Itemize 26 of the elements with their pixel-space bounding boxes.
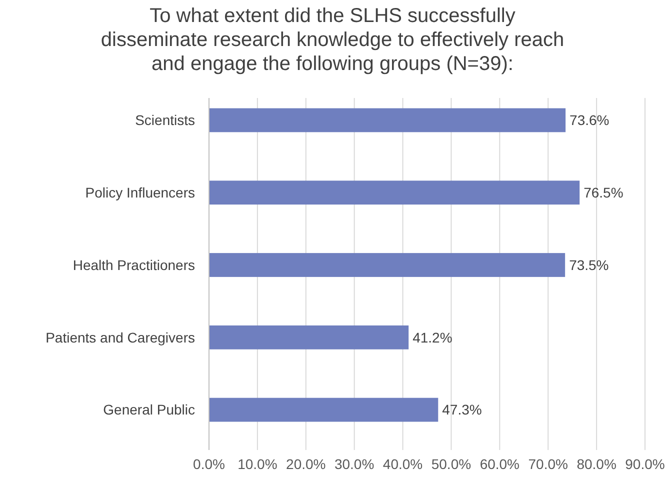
bar (209, 325, 409, 350)
x-tick-label: 70.0% (528, 456, 568, 472)
x-tick-label: 10.0% (238, 456, 278, 472)
x-tick-label: 30.0% (334, 456, 374, 472)
data-label: 73.6% (570, 112, 610, 128)
bar (209, 398, 438, 422)
y-tick-label: General Public (103, 402, 195, 418)
y-tick-label: Patients and Caregivers (46, 329, 195, 346)
x-tick-label: 50.0% (431, 456, 472, 472)
x-tick-label: 40.0% (382, 456, 423, 472)
y-tick-label: Scientists (135, 112, 195, 128)
chart-title: To what extent did the SLHS successfully disseminate research knowledge to effectively reach and engage the following groups (N=39): (100, 5, 564, 75)
x-tick-label: 60.0% (480, 456, 520, 472)
y-tick-label: Policy Influencers (85, 184, 195, 200)
data-label: 73.5% (569, 256, 609, 273)
data-label: 47.3% (442, 402, 482, 418)
bar (209, 108, 566, 132)
bar (209, 180, 580, 205)
data-label: 76.5% (584, 184, 624, 200)
x-tick-label: 90.0% (625, 456, 665, 472)
bar (209, 253, 566, 277)
x-tick-label: 80.0% (576, 456, 616, 472)
data-label: 41.2% (412, 329, 452, 346)
y-tick-label: Health Practitioners (72, 256, 195, 273)
x-tick-label: 0.0% (193, 456, 225, 472)
x-tick-label: 20.0% (286, 456, 326, 472)
